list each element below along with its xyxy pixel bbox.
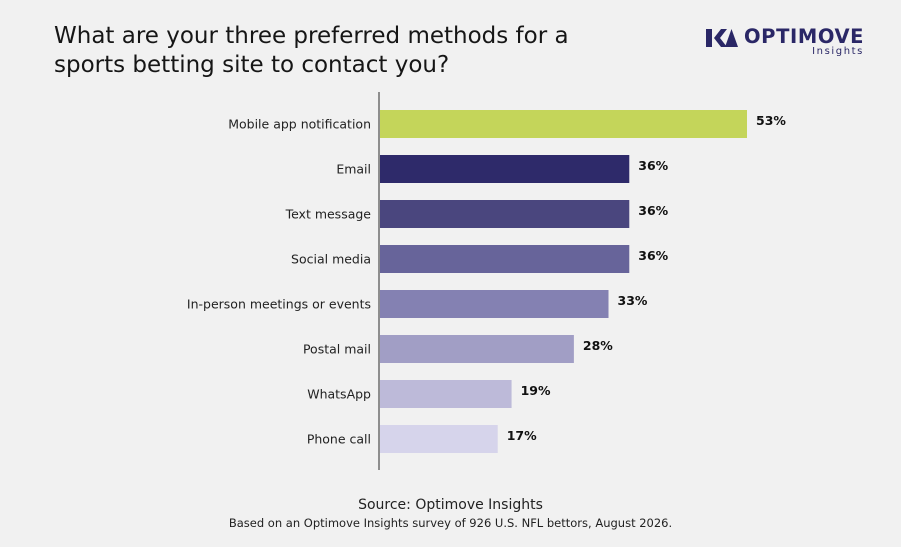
chart-note: Based on an Optimove Insights survey of … [228, 516, 673, 530]
value-label-7: 17% [507, 428, 537, 443]
bar-0 [380, 110, 747, 138]
category-label-3: Social media [291, 252, 371, 267]
bar-4 [380, 290, 609, 318]
category-label-7: Phone call [307, 432, 371, 447]
category-label-5: Postal mail [303, 342, 371, 357]
category-label-2: Text message [285, 207, 372, 222]
bar-7 [380, 425, 498, 453]
logo-subtext: Insights [812, 46, 864, 57]
bar-5 [380, 335, 574, 363]
category-label-6: WhatsApp [307, 387, 371, 402]
page-title: What are your three preferred methods fo… [54, 23, 569, 78]
value-label-0: 53% [756, 113, 786, 128]
bar-1 [380, 155, 630, 183]
value-label-3: 36% [638, 248, 668, 263]
bar-2 [380, 200, 630, 228]
category-label-4: In-person meetings or events [187, 297, 371, 312]
chart-source: Source: Optimove Insights [358, 497, 543, 513]
category-label-0: Mobile app notification [228, 117, 371, 132]
bar-6 [380, 380, 512, 408]
optimove-logo-icon [706, 29, 738, 47]
value-label-6: 19% [521, 383, 551, 398]
optimove-logo: OPTIMOVE Insights [706, 25, 866, 61]
logo-text: OPTIMOVE [744, 25, 865, 48]
value-label-2: 36% [638, 203, 668, 218]
value-label-1: 36% [638, 158, 668, 173]
bar-3 [380, 245, 630, 273]
category-label-1: Email [336, 162, 371, 177]
value-label-5: 28% [583, 338, 613, 353]
value-label-4: 33% [618, 293, 648, 308]
